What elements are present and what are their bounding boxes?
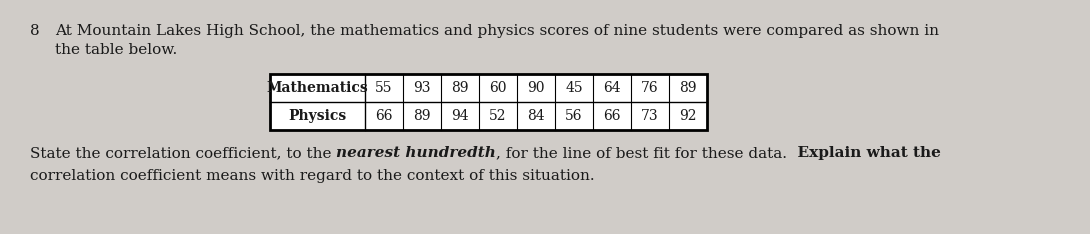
Text: Explain what the: Explain what the xyxy=(787,146,941,160)
Text: Physics: Physics xyxy=(289,109,347,123)
Text: 56: 56 xyxy=(566,109,583,123)
Text: Mathematics: Mathematics xyxy=(267,81,368,95)
Text: 52: 52 xyxy=(489,109,507,123)
Bar xyxy=(270,74,707,130)
Text: correlation coefficient means with regard to the context of this situation.: correlation coefficient means with regar… xyxy=(31,169,595,183)
Text: 73: 73 xyxy=(641,109,658,123)
Text: , for the line of best fit for these data.: , for the line of best fit for these dat… xyxy=(496,146,787,160)
Text: 89: 89 xyxy=(451,81,469,95)
Text: 66: 66 xyxy=(603,109,620,123)
Text: 66: 66 xyxy=(375,109,392,123)
Text: 8: 8 xyxy=(31,24,39,38)
Text: 64: 64 xyxy=(603,81,621,95)
Text: 89: 89 xyxy=(413,109,431,123)
Text: 45: 45 xyxy=(566,81,583,95)
Text: 90: 90 xyxy=(528,81,545,95)
Text: 94: 94 xyxy=(451,109,469,123)
Text: 92: 92 xyxy=(679,109,697,123)
Text: At Mountain Lakes High School, the mathematics and physics scores of nine studen: At Mountain Lakes High School, the mathe… xyxy=(54,24,938,38)
Text: nearest hundredth: nearest hundredth xyxy=(337,146,496,160)
Text: 76: 76 xyxy=(641,81,658,95)
Text: State the correlation coefficient, to the: State the correlation coefficient, to th… xyxy=(31,146,337,160)
Text: 60: 60 xyxy=(489,81,507,95)
Text: 93: 93 xyxy=(413,81,431,95)
Text: 89: 89 xyxy=(679,81,697,95)
Text: 55: 55 xyxy=(375,81,392,95)
Text: 84: 84 xyxy=(528,109,545,123)
Text: the table below.: the table below. xyxy=(54,43,178,57)
